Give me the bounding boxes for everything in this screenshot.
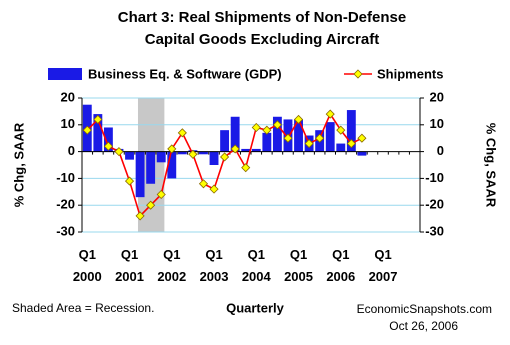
bar — [103, 127, 113, 152]
legend-label: Shipments — [377, 66, 443, 81]
y-tick-label: -10 — [56, 170, 75, 185]
y-tick-label: -20 — [56, 197, 75, 212]
marker — [103, 141, 113, 151]
line — [86, 112, 363, 218]
marker — [156, 189, 166, 200]
legend-swatch — [48, 68, 82, 80]
marker — [209, 184, 219, 194]
bar — [262, 132, 272, 152]
marker — [304, 138, 314, 149]
marker — [230, 144, 240, 154]
marker — [124, 176, 135, 186]
y-tick-label: 0 — [68, 143, 75, 158]
bar — [294, 119, 303, 152]
x-tick-label: Q1 2006 — [326, 247, 355, 284]
legend-label: Business Eq. & Software (GDP) — [88, 66, 282, 81]
bar — [209, 151, 219, 165]
x-tick-label: Q1 2007 — [369, 247, 398, 284]
bar — [272, 116, 282, 152]
y-tick-label: 10 — [61, 116, 75, 131]
marker — [188, 149, 198, 159]
x-tick-label: Q1 2000 — [73, 247, 102, 284]
bar — [325, 122, 335, 152]
y-axis-label: % Chg, SAAR — [11, 122, 26, 207]
marker — [146, 200, 156, 210]
bar — [135, 151, 145, 198]
chart-subtitle: Capital Goods Excluding Aircraft — [145, 31, 379, 48]
source: EconomicSnapshots.com — [357, 302, 492, 316]
y2-tick-label: -10 — [425, 170, 444, 185]
marker — [251, 122, 261, 133]
y2-tick-label: 10 — [430, 116, 444, 131]
x-tick-label: Q1 2002 — [157, 247, 186, 284]
y2-tick-label: -30 — [425, 223, 444, 238]
marker — [82, 125, 92, 135]
marker — [293, 114, 304, 125]
y2-axis-label: % Chg, SAAR — [484, 123, 499, 208]
x-axis-label: Quarterly — [226, 300, 285, 315]
y-tick-label: -30 — [56, 223, 75, 238]
bar — [336, 143, 346, 152]
marker — [220, 152, 230, 162]
legend-marker — [353, 69, 363, 79]
marker — [272, 120, 282, 130]
y-tick-label: 20 — [61, 89, 75, 104]
chart-title: Chart 3: Real Shipments of Non-Defense — [118, 9, 406, 26]
bar — [125, 151, 134, 160]
y2-tick-label: 20 — [430, 89, 444, 104]
marker — [167, 144, 177, 154]
marker — [283, 133, 293, 143]
marker — [135, 211, 145, 221]
bar — [220, 130, 230, 152]
bar — [93, 114, 103, 152]
marker — [262, 125, 272, 135]
bar — [146, 151, 156, 184]
marker — [93, 114, 103, 125]
bar — [357, 151, 367, 156]
x-tick-label: Q1 2005 — [284, 247, 313, 284]
marker — [241, 163, 251, 173]
bar — [251, 148, 261, 152]
y2-tick-label: -20 — [425, 197, 444, 212]
bar — [167, 151, 177, 179]
marker — [346, 138, 356, 149]
marker — [325, 109, 335, 119]
marker — [315, 133, 325, 143]
x-tick-label: Q1 2004 — [242, 247, 272, 284]
marker — [198, 179, 209, 189]
marker — [177, 128, 187, 138]
x-tick-label: Q1 2003 — [200, 247, 229, 284]
bar — [230, 116, 240, 152]
y2-tick-label: 0 — [437, 143, 444, 158]
bar — [177, 151, 187, 155]
bar — [156, 151, 166, 163]
marker — [357, 133, 367, 143]
x-tick-label: Q1 2001 — [115, 247, 144, 284]
note: Shaded Area = Recession. — [12, 301, 154, 315]
date: Oct 26, 2006 — [389, 319, 458, 333]
bar — [199, 151, 208, 155]
marker — [114, 147, 124, 157]
bar — [241, 148, 251, 152]
bar — [346, 110, 356, 152]
marker — [336, 125, 346, 135]
